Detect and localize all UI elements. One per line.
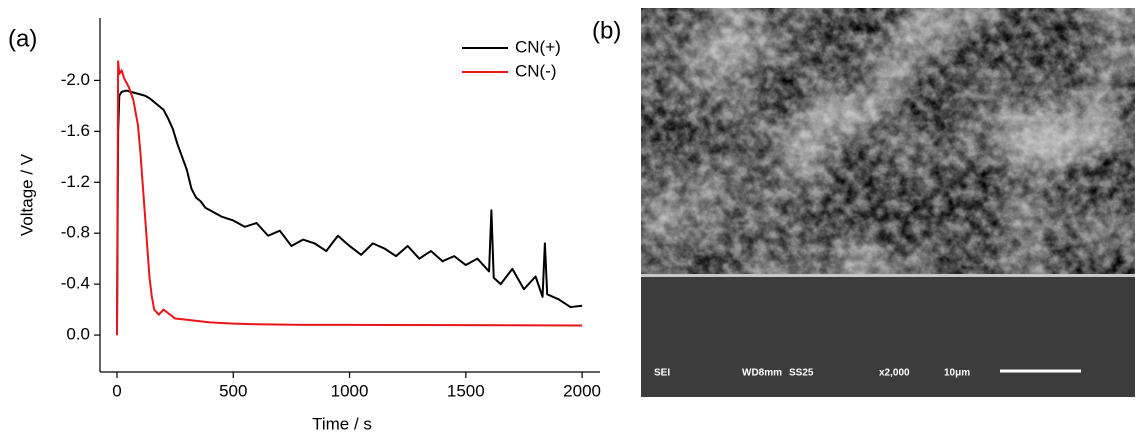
sem-interface (641, 274, 1135, 277)
sem-highlights (641, 8, 1135, 276)
panel-label: (a) (8, 25, 37, 52)
sem-info: SS25 (789, 368, 814, 379)
sem-substrate (641, 277, 1135, 397)
sem-info: SEI (654, 368, 670, 379)
x-tick-label: 500 (219, 381, 247, 400)
legend-label: CN(+) (515, 37, 561, 56)
data-line (115, 60, 583, 336)
x-axis-title: Time / s (312, 414, 372, 433)
x-tick-label: 1000 (331, 381, 369, 400)
sem-image: SEI WD8mm SS25 x2,000 10μm (641, 8, 1135, 397)
sem-info: 10μm (944, 368, 970, 379)
y-tick-label: -0.8 (61, 223, 90, 242)
y-tick-label: -0.4 (61, 274, 90, 293)
y-axis-title: Voltage / V (17, 153, 36, 236)
y-tick-label: -2.0 (61, 70, 90, 89)
x-tick-label: 1500 (447, 381, 485, 400)
sem-info: WD8mm (742, 368, 782, 379)
x-tick-label: 2000 (563, 381, 601, 400)
y-tick-label: -1.2 (61, 172, 90, 191)
y-tick-label: -1.6 (61, 121, 90, 140)
x-tick-label: 0 (112, 381, 121, 400)
panel-label: (b) (592, 17, 621, 44)
data-line (115, 89, 583, 336)
legend-label: CN(-) (515, 61, 557, 80)
sem-info: x2,000 (879, 368, 910, 379)
y-tick-label: 0.0 (66, 325, 90, 344)
plot-area: -2.0 -1.6 -1.2 -0.8 -0.4 0.0 0 500 1000 1500 2000 T… (17, 18, 601, 433)
